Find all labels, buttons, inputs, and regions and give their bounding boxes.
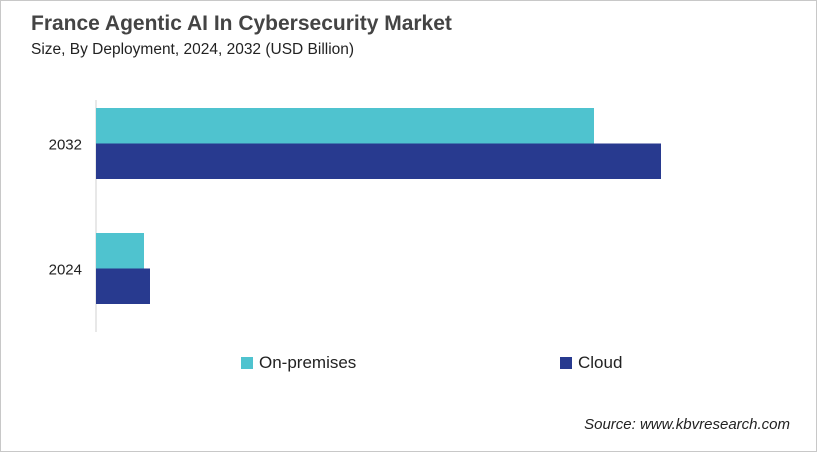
legend-item-cloud: Cloud: [560, 353, 622, 373]
chart-title: France Agentic AI In Cybersecurity Marke…: [31, 12, 452, 35]
legend-label-cloud: Cloud: [578, 353, 623, 372]
y-tick-label-2032: 2032: [49, 137, 82, 154]
chart-subtitle: Size, By Deployment, 2024, 2032 (USD Bil…: [31, 41, 355, 58]
legend-swatch-cloud: [560, 357, 572, 369]
bar-cloud-2032: [96, 143, 661, 179]
legend-label-on-premises: On-premises: [259, 353, 357, 372]
legend-swatch-on-premises: [241, 357, 253, 369]
bar-on-premises-2032: [96, 108, 594, 144]
bar-on-premises-2024: [96, 233, 144, 269]
y-tick-label-2024: 2024: [49, 262, 82, 279]
bar-cloud-2024: [96, 268, 150, 304]
source-note: Source: www.kbvresearch.com: [584, 416, 790, 433]
legend-item-on-premises: On-premises: [241, 353, 356, 373]
